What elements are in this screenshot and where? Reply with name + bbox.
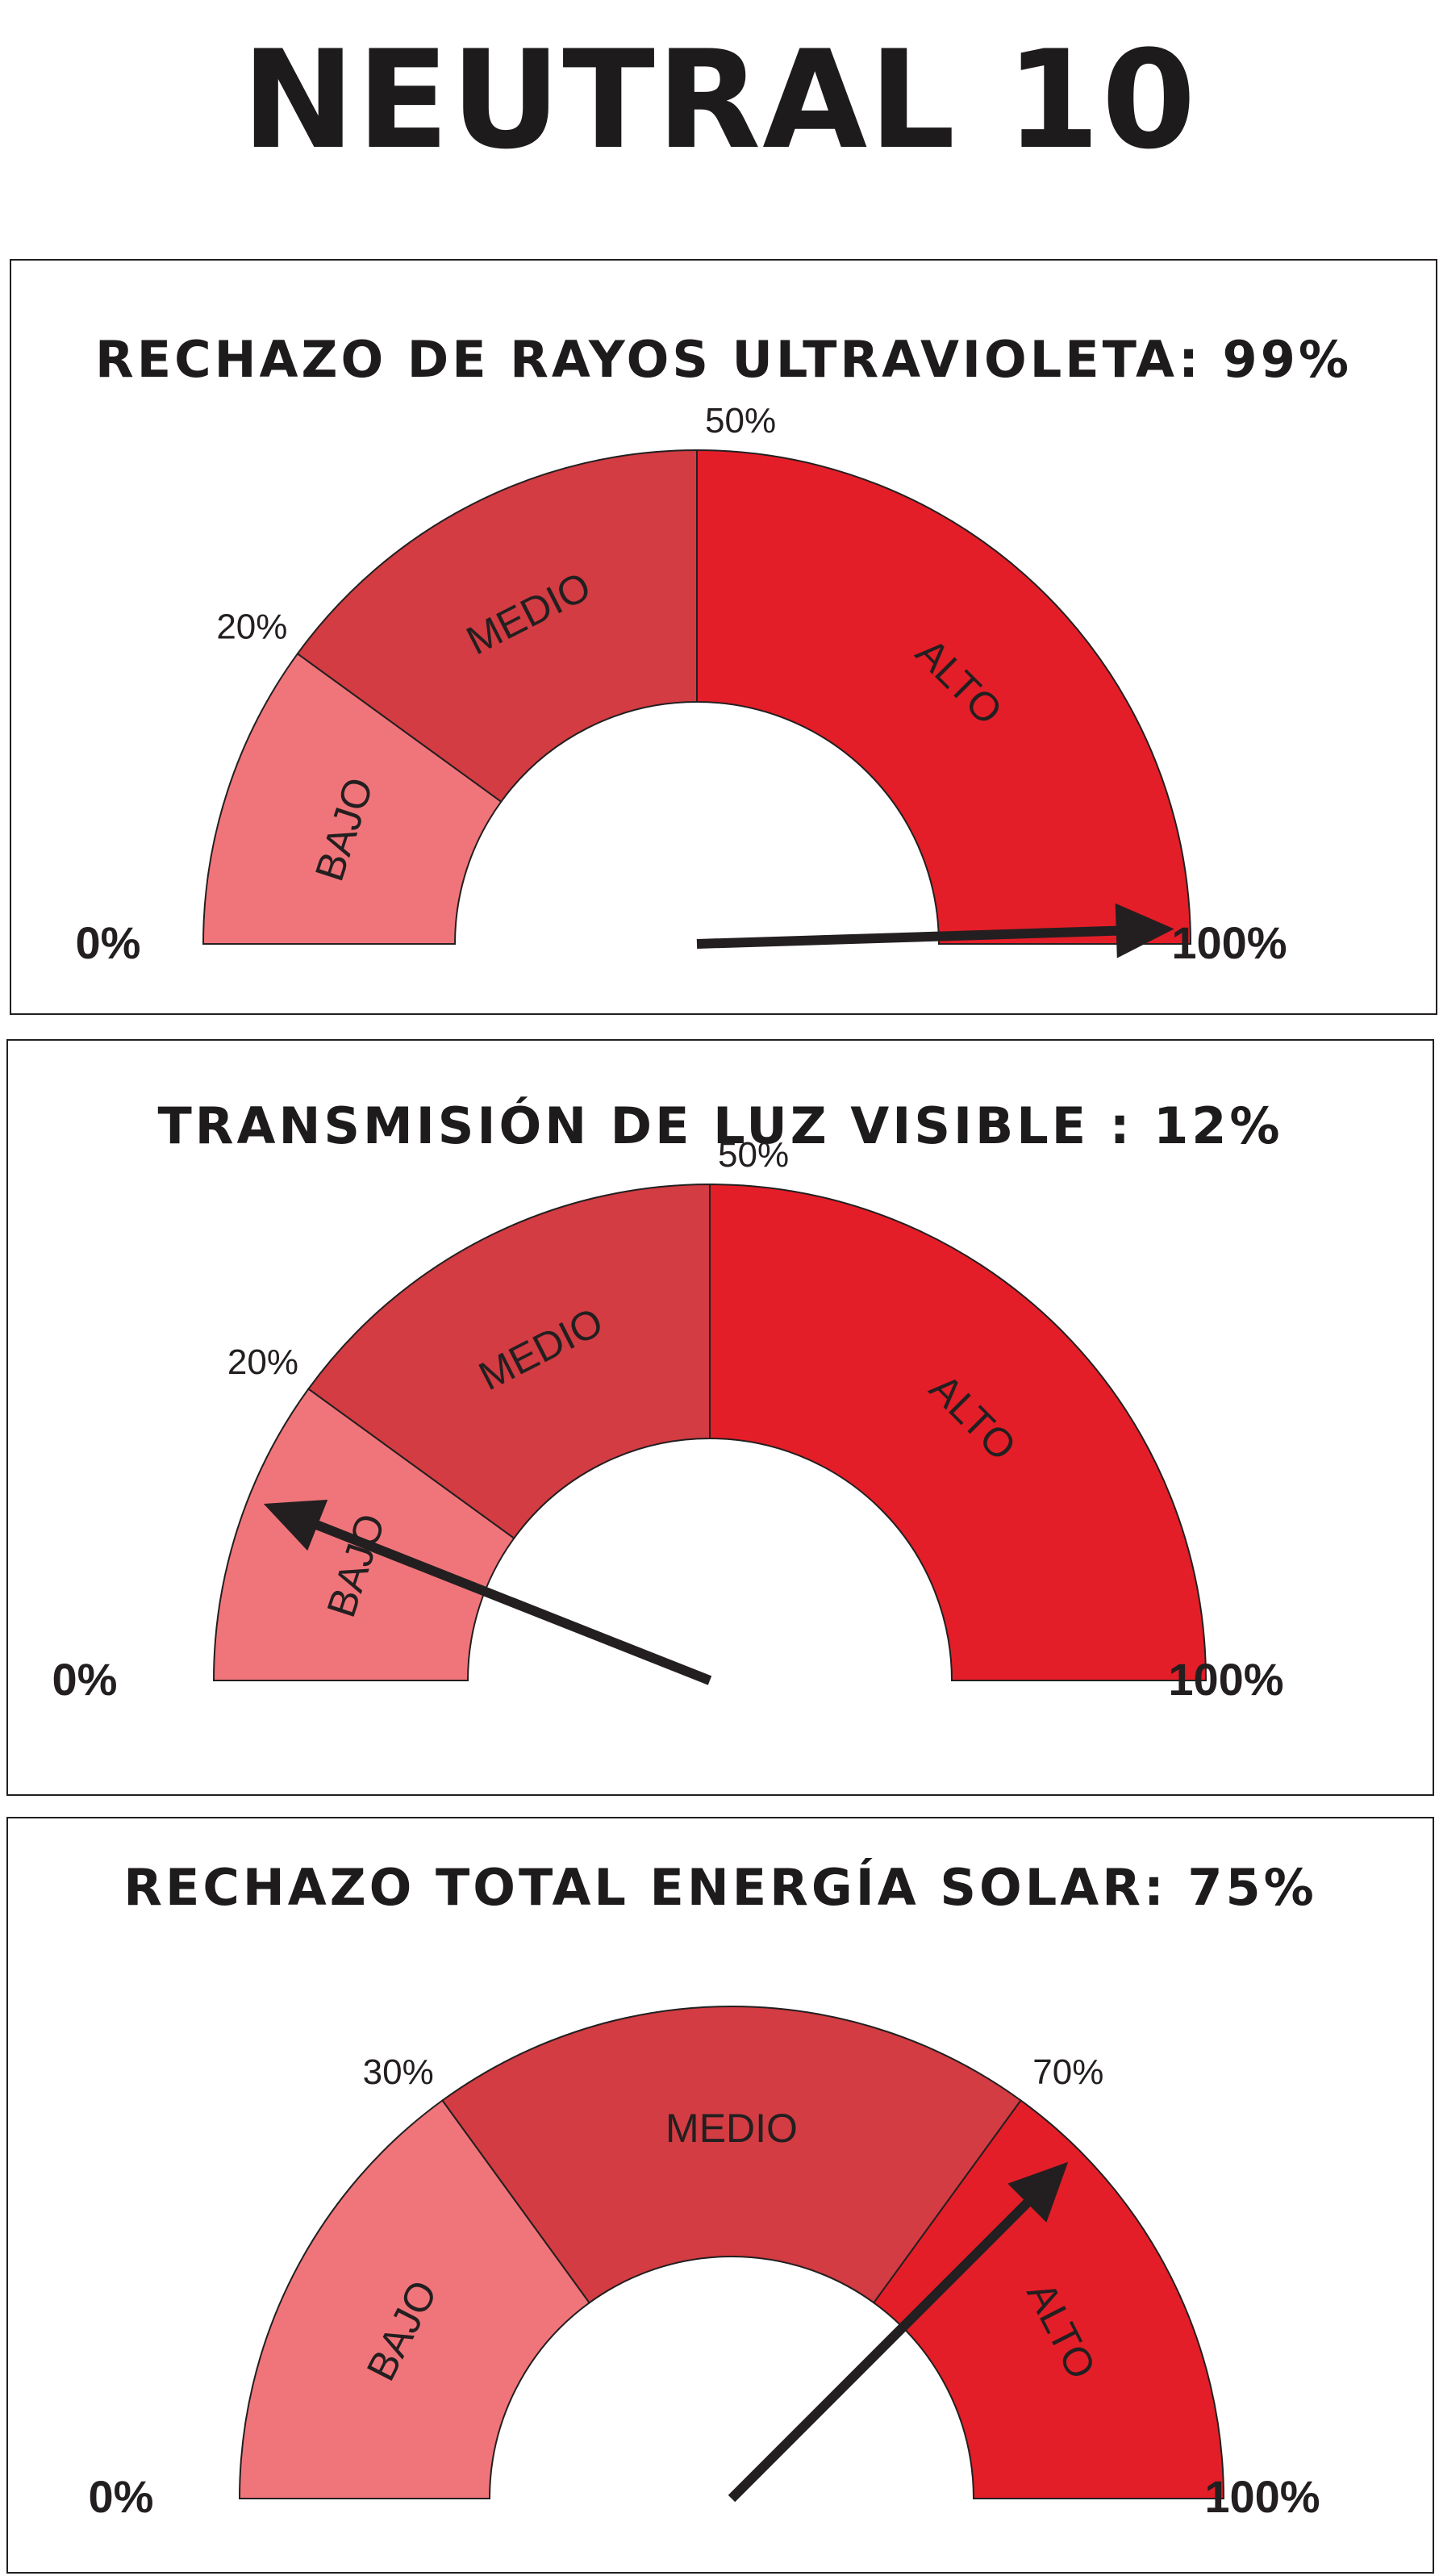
- tick-label: 50%: [718, 1135, 789, 1175]
- gauge-panel-uv-rejection: RECHAZO DE RAYOS ULTRAVIOLETA: 99% BAJO M…: [10, 259, 1437, 1015]
- zone-medio: [307, 1183, 711, 1540]
- zone-alto: [872, 2099, 1225, 2499]
- zone-bajo: [238, 2099, 591, 2499]
- gauge-title: TRANSMISIÓN DE LUZ VISIBLE : 12%: [157, 1096, 1283, 1155]
- needle-shaft: [696, 925, 1124, 949]
- gauge-title: RECHAZO TOTAL ENERGÍA SOLAR: 75%: [123, 1858, 1317, 1917]
- max-label: 100%: [1168, 1654, 1283, 1705]
- tick-label: 50%: [705, 401, 776, 440]
- min-label: 0%: [52, 1654, 118, 1705]
- zone-alto: [709, 1183, 1208, 1681]
- tick-label: 30%: [363, 2052, 434, 2092]
- needle-shaft: [308, 1518, 712, 1685]
- gauge-title: RECHAZO DE RAYOS ULTRAVIOLETA: 99%: [95, 330, 1352, 389]
- zone-medio: [296, 449, 698, 804]
- zone-bajo: [212, 1388, 515, 1681]
- gauge-panel-visible-light: TRANSMISIÓN DE LUZ VISIBLE : 12% BAJO MED…: [6, 1039, 1434, 1796]
- min-label: 0%: [76, 917, 141, 968]
- max-label: 100%: [1204, 2471, 1320, 2522]
- zone-bajo: [202, 652, 503, 945]
- needle-shaft: [728, 2194, 1036, 2503]
- tick-label: 20%: [216, 607, 287, 647]
- gauge-panel-solar-energy: RECHAZO TOTAL ENERGÍA SOLAR: 75% BAJO MED…: [6, 1817, 1434, 2574]
- zone-medio: [441, 2006, 1022, 2304]
- tick-label: 70%: [1032, 2052, 1103, 2092]
- max-label: 100%: [1171, 917, 1287, 968]
- page-title: NEUTRAL 10: [241, 21, 1198, 179]
- min-label: 0%: [89, 2471, 154, 2522]
- tick-label: 20%: [227, 1342, 298, 1382]
- needle-arrowhead: [1115, 903, 1174, 958]
- zone-alto: [696, 449, 1192, 945]
- zone-label: MEDIO: [665, 2106, 798, 2151]
- needle-arrowhead: [1007, 2161, 1069, 2223]
- needle-arrowhead: [263, 1499, 328, 1551]
